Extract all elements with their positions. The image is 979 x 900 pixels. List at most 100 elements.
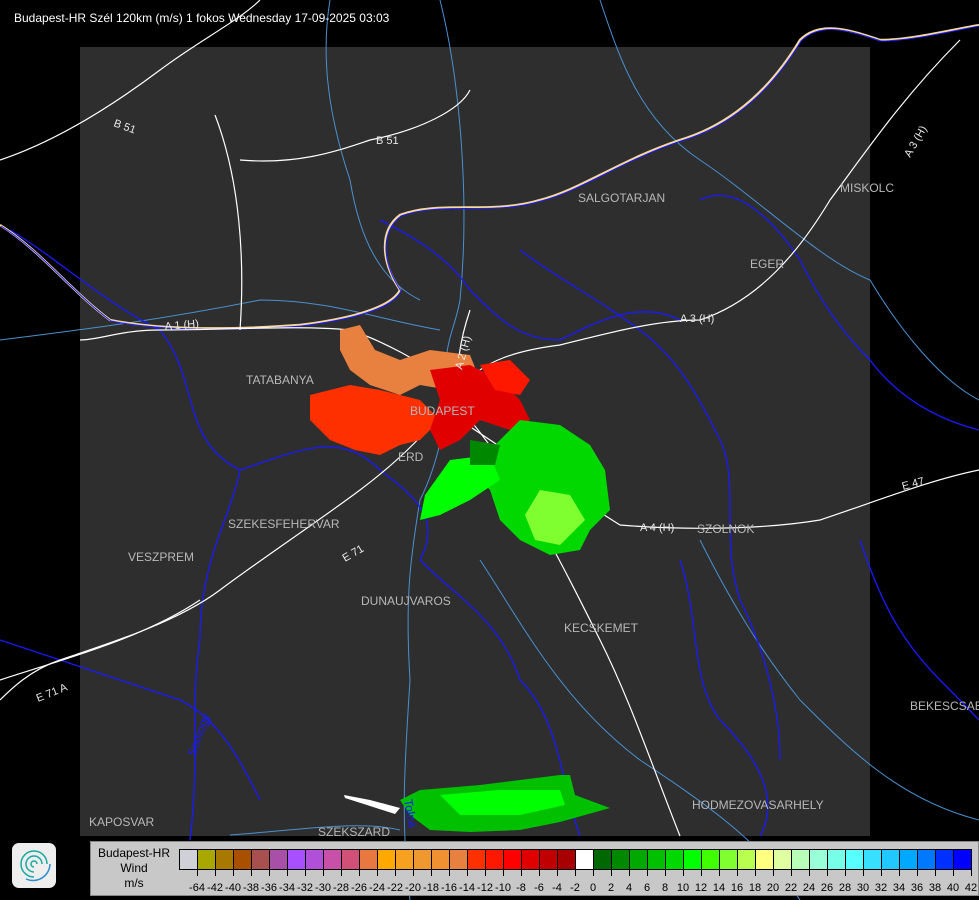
country-border [0, 23, 979, 330]
legend-swatch [432, 850, 450, 869]
road-label: A 4 (H) [640, 522, 674, 534]
legend-tick-label: -64 [189, 882, 205, 894]
legend-swatch [342, 850, 360, 869]
legend-radar-name: Budapest-HR [97, 846, 171, 860]
legend-title: Budapest-HR Wind m/s [91, 846, 177, 891]
legend-swatch [900, 850, 918, 869]
road-label: A 3 (H) [902, 124, 930, 160]
legend-tick [881, 869, 882, 876]
legend-tick [935, 869, 936, 876]
echo-white [344, 795, 400, 814]
legend-swatch [864, 850, 882, 869]
legend-tick-label: -20 [405, 882, 421, 894]
legend-tick [755, 869, 756, 876]
legend-tick-label: -40 [225, 882, 241, 894]
legend-swatch [918, 850, 936, 869]
country-border-inner [0, 25, 979, 330]
legend-tick-label: -26 [351, 882, 367, 894]
county-label: Tolna [401, 798, 420, 829]
legend-tick [917, 869, 918, 876]
legend-tick [341, 869, 342, 876]
legend-tick-label: -32 [297, 882, 313, 894]
legend-swatch [630, 850, 648, 869]
legend-swatch [360, 850, 378, 869]
legend-tick [845, 869, 846, 876]
legend-tick [503, 869, 504, 876]
legend-swatch [180, 850, 198, 869]
legend-tick [539, 869, 540, 876]
legend-swatch [936, 850, 954, 869]
legend-tick [197, 869, 198, 876]
city-label: MISKOLC [840, 181, 894, 195]
legend-tick [521, 869, 522, 876]
legend-tick-label: -12 [477, 882, 493, 894]
echo-darkgreen [470, 440, 500, 465]
city-label: SALGOTARJAN [578, 191, 665, 205]
legend-tick-label: -14 [459, 882, 475, 894]
legend-swatch [450, 850, 468, 869]
legend-swatch [324, 850, 342, 869]
echo-green-south [440, 790, 565, 815]
legend-tick-label: 6 [643, 882, 651, 894]
legend-swatch [648, 850, 666, 869]
legend-tick-label: -4 [552, 882, 562, 894]
legend-tick [899, 869, 900, 876]
legend-tick [305, 869, 306, 876]
legend-swatch [540, 850, 558, 869]
legend-swatch [270, 850, 288, 869]
legend-tick [359, 869, 360, 876]
city-label: BUDAPEST [410, 404, 475, 418]
legend-ticks: -64 -42 -40 -38 -36 -34 -32 -30 -28 -26 -24 -22 -20-… [179, 869, 979, 899]
legend-tick-label: 28 [838, 882, 852, 894]
road-label: A 1 (H) [164, 318, 199, 333]
echo-green [420, 455, 500, 520]
city-label: EGER [750, 257, 784, 271]
legend-tick-label: -28 [333, 882, 349, 894]
legend-tick-label: 40 [946, 882, 960, 894]
city-label: KECSKEMET [564, 621, 639, 635]
legend-tick [575, 869, 576, 876]
legend-swatch [396, 850, 414, 869]
legend-swatch [666, 850, 684, 869]
legend-tick-label: 18 [748, 882, 762, 894]
legend-swatch [612, 850, 630, 869]
city-label: HODMEZOVASARHELY [692, 798, 824, 812]
legend-tick-label: -24 [369, 882, 385, 894]
legend-variable: Wind [120, 861, 148, 875]
legend-tick [485, 869, 486, 876]
roads [0, 0, 979, 837]
legend-tick-label: 32 [874, 882, 888, 894]
road-label: E 47 [901, 475, 926, 492]
legend-tick-label: 0 [589, 882, 597, 894]
legend-tick-label: -42 [207, 882, 223, 894]
city-label: SZOLNOK [697, 522, 754, 536]
legend-swatch [828, 850, 846, 869]
city-label: ERD [398, 450, 424, 464]
legend-tick-label: -16 [441, 882, 457, 894]
legend-swatch [486, 850, 504, 869]
road-label: E 71 A [35, 681, 70, 705]
legend-swatch [792, 850, 810, 869]
echo-red [310, 385, 440, 455]
legend-tick [233, 869, 234, 876]
legend-tick [647, 869, 648, 876]
legend-swatch [216, 850, 234, 869]
legend-tick [377, 869, 378, 876]
legend-swatch [288, 850, 306, 869]
city-label: DUNAUJVAROS [361, 594, 451, 608]
legend-tick-label: 20 [766, 882, 780, 894]
legend-tick-label: 24 [802, 882, 816, 894]
legend-tick [269, 869, 270, 876]
legend-tick [773, 869, 774, 876]
legend-tick [323, 869, 324, 876]
legend-tick [449, 869, 450, 876]
city-label: KAPOSVAR [89, 815, 154, 829]
legend-tick-label: -8 [516, 882, 526, 894]
legend-tick-label: 22 [784, 882, 798, 894]
legend-unit: m/s [124, 876, 144, 890]
legend-tick [791, 869, 792, 876]
legend-swatch [720, 850, 738, 869]
legend-tick [395, 869, 396, 876]
city-label: SZEKESFEHERVAR [228, 517, 340, 531]
